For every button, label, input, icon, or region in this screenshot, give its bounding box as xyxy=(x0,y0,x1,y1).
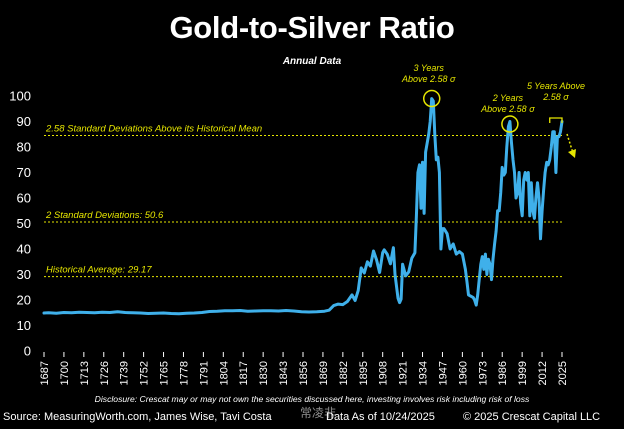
x-tick-label: 1843 xyxy=(278,361,290,385)
disclosure-text: Disclosure: Crescat may or may not own t… xyxy=(94,394,530,404)
y-tick-label: 50 xyxy=(17,216,31,231)
x-tick-label: 1921 xyxy=(398,361,410,385)
x-tick-label: 1687 xyxy=(39,361,51,385)
x-tick-label: 1726 xyxy=(99,361,111,385)
y-tick-label: 90 xyxy=(17,114,31,129)
reference-line-label: 2 Standard Deviations: 50.6 xyxy=(45,210,164,221)
y-tick-label: 10 xyxy=(17,318,31,333)
x-tick-label: 1986 xyxy=(497,361,509,385)
annotation-label: Above 2.58 σ xyxy=(480,104,535,114)
y-tick-label: 40 xyxy=(17,242,31,257)
annotation-label: Above 2.58 σ xyxy=(401,74,456,84)
x-tick-label: 1960 xyxy=(457,361,469,385)
x-tick-label: 1934 xyxy=(418,361,430,385)
projection-arrow-shaft xyxy=(566,133,574,154)
x-tick-label: 1817 xyxy=(238,361,250,385)
y-tick-label: 60 xyxy=(17,191,31,206)
copyright-text: © 2025 Crescat Capital LLC xyxy=(463,411,601,423)
reference-lines: 2.58 Standard Deviations Above its Histo… xyxy=(44,124,562,278)
x-tick-label: 1765 xyxy=(159,361,171,385)
chart-title: Gold-to-Silver Ratio xyxy=(169,10,455,45)
x-tick-label: 1778 xyxy=(178,361,190,385)
x-tick-label: 1739 xyxy=(119,361,131,385)
recent-years-bracket xyxy=(549,117,563,123)
reference-line-label: 2.58 Standard Deviations Above its Histo… xyxy=(45,124,262,135)
x-tick-label: 1791 xyxy=(198,361,210,385)
x-tick-label: 1713 xyxy=(79,361,91,385)
gold-silver-ratio-line xyxy=(42,97,564,316)
y-axis: 0 10 20 30 40 50 60 70 80 90 100 xyxy=(9,89,31,359)
x-tick-label: 1752 xyxy=(139,361,151,385)
annotation-label: 2 Years xyxy=(492,93,524,103)
annotation-label: 5 Years Above xyxy=(527,81,585,91)
x-tick-label: 1804 xyxy=(218,361,230,385)
y-tick-label: 100 xyxy=(9,89,31,104)
x-tick-label: 1999 xyxy=(517,361,529,385)
reference-line-label: Historical Average: 29.17 xyxy=(46,265,152,276)
x-tick-label: 1856 xyxy=(298,361,310,385)
y-tick-label: 20 xyxy=(17,293,31,308)
y-tick-label: 30 xyxy=(17,267,31,282)
x-tick-label: 1947 xyxy=(437,361,449,385)
watermark: 常凌非 xyxy=(300,406,337,420)
annotation-label: 3 Years xyxy=(414,63,445,73)
x-axis: 1687 1700 1713 1726 1739 1752 1765 1778 1791 1804… xyxy=(39,352,569,385)
x-tick-label: 1830 xyxy=(258,361,270,385)
x-tick-label: 1700 xyxy=(59,361,71,385)
y-tick-label: 0 xyxy=(24,344,31,359)
chart-subtitle: Annual Data xyxy=(282,56,342,67)
x-tick-label: 1869 xyxy=(318,361,330,385)
data-as-of-text: Data As of 10/24/2025 xyxy=(326,411,435,423)
x-tick-label: 1908 xyxy=(378,361,390,385)
y-tick-label: 70 xyxy=(17,165,31,180)
series xyxy=(42,97,564,316)
peak-circle xyxy=(501,115,519,133)
peak-circle xyxy=(422,89,441,108)
x-tick-label: 1895 xyxy=(358,361,370,385)
y-tick-label: 80 xyxy=(17,140,31,155)
projection-arrow-head xyxy=(568,149,576,158)
source-text: Source: MeasuringWorth.com, James Wise, … xyxy=(3,411,272,423)
x-tick-label: 1973 xyxy=(477,361,489,385)
annotation-label: 2.58 σ xyxy=(542,92,569,102)
x-tick-label: 2025 xyxy=(557,361,569,385)
x-tick-label: 1882 xyxy=(338,361,350,385)
x-tick-label: 2012 xyxy=(537,361,549,385)
